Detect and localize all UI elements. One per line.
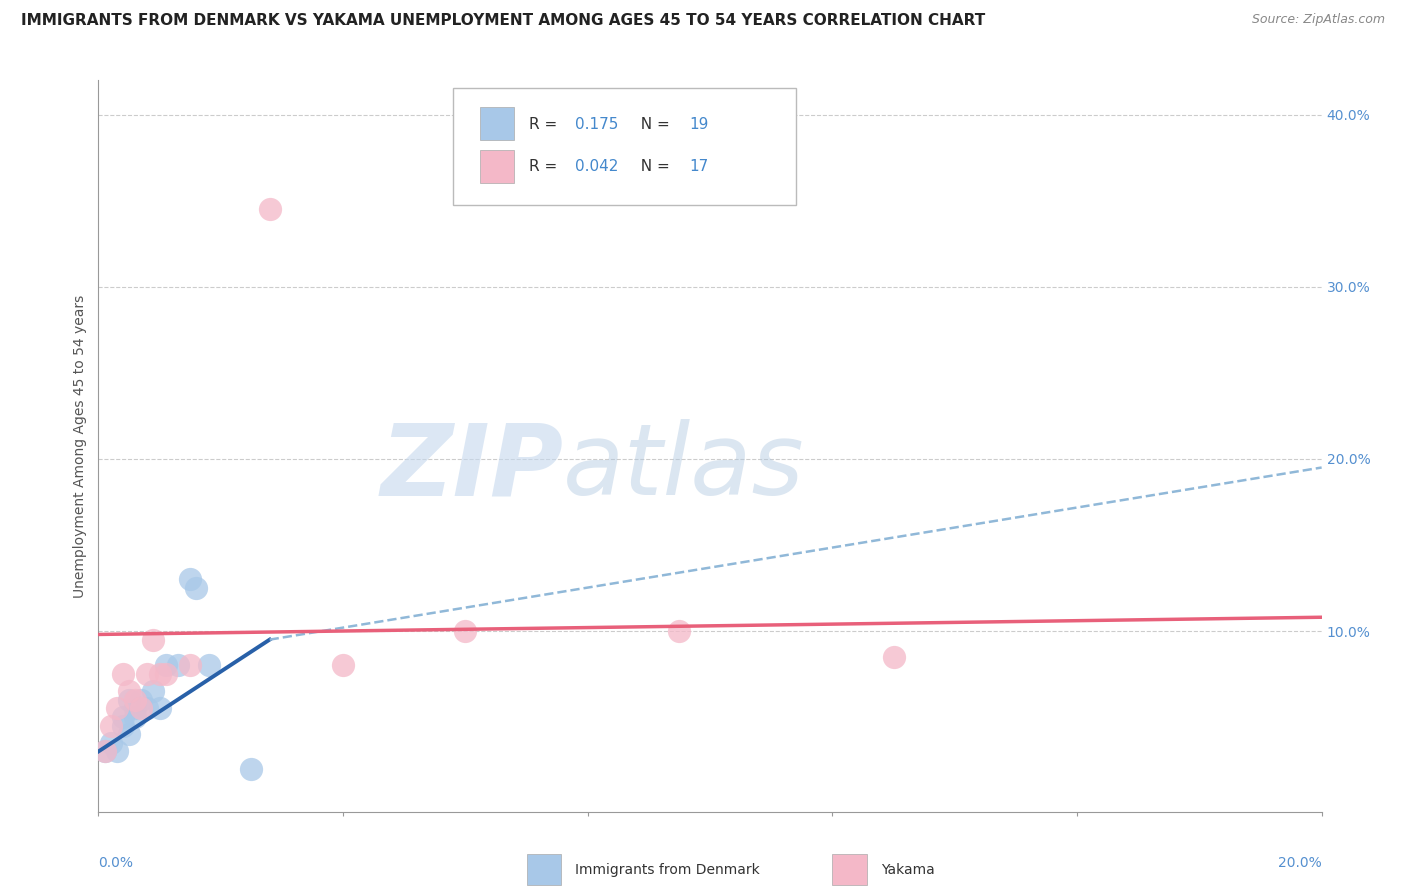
Point (100, 736, 122, 750)
Point (883, 649, 905, 664)
Point (155, 658, 177, 673)
Point (118, 684, 141, 698)
Text: R =: R = (529, 159, 562, 174)
FancyBboxPatch shape (526, 855, 561, 885)
Point (111, 719, 134, 733)
Point (111, 667, 134, 681)
FancyBboxPatch shape (479, 107, 515, 140)
Point (197, 658, 219, 673)
Point (129, 701, 152, 715)
Text: Immigrants from Denmark: Immigrants from Denmark (575, 863, 761, 877)
Point (105, 701, 128, 715)
FancyBboxPatch shape (832, 855, 866, 885)
Text: N =: N = (630, 159, 673, 174)
Point (142, 632, 165, 647)
Y-axis label: Unemployment Among Ages 45 to 54 years: Unemployment Among Ages 45 to 54 years (73, 294, 87, 598)
Point (179, 573, 201, 587)
FancyBboxPatch shape (479, 150, 515, 183)
FancyBboxPatch shape (453, 87, 796, 204)
Point (124, 693, 146, 707)
Text: R =: R = (529, 117, 562, 132)
Point (93, 744, 115, 758)
Point (186, 581, 208, 595)
Text: IMMIGRANTS FROM DENMARK VS YAKAMA UNEMPLOYMENT AMONG AGES 45 TO 54 YEARS CORRELA: IMMIGRANTS FROM DENMARK VS YAKAMA UNEMPL… (21, 13, 986, 29)
Point (100, 719, 122, 733)
Text: 0.175: 0.175 (575, 117, 619, 132)
Point (118, 727, 141, 741)
Point (136, 667, 159, 681)
Point (129, 693, 152, 707)
Point (167, 658, 190, 673)
Point (179, 658, 201, 673)
Point (124, 710, 146, 724)
Text: Source: ZipAtlas.com: Source: ZipAtlas.com (1251, 13, 1385, 27)
Point (118, 693, 141, 707)
Point (93, 744, 115, 758)
Point (124, 701, 146, 715)
Point (332, 658, 354, 673)
Point (136, 701, 159, 715)
Text: 0.042: 0.042 (575, 159, 619, 174)
Point (259, 202, 281, 217)
Point (454, 624, 477, 638)
Point (155, 667, 177, 681)
Point (240, 762, 263, 776)
Text: 19: 19 (689, 117, 709, 132)
Point (105, 744, 128, 758)
Point (142, 684, 165, 698)
Point (111, 710, 134, 724)
Text: ZIP: ZIP (380, 419, 564, 516)
Text: N =: N = (630, 117, 673, 132)
Text: Yakama: Yakama (882, 863, 935, 877)
Text: atlas: atlas (564, 419, 804, 516)
Point (668, 624, 690, 638)
Text: 0.0%: 0.0% (98, 855, 134, 870)
Point (149, 701, 172, 715)
Text: 20.0%: 20.0% (1278, 855, 1322, 870)
Text: 17: 17 (689, 159, 709, 174)
Point (149, 667, 172, 681)
